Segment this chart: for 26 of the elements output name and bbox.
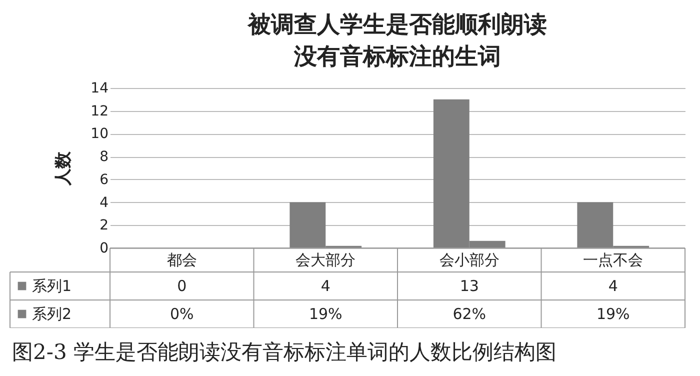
x-tick-label: 都会: [166, 251, 197, 269]
y-tick-label: 14: [90, 80, 109, 96]
y-tick-label: 6: [100, 172, 109, 188]
legend-label: 系列1: [32, 277, 72, 295]
data-label: 62%: [452, 305, 486, 323]
data-label: 0%: [170, 305, 194, 323]
data-label: 19%: [596, 305, 630, 323]
text: 没有音标标注的生词: [294, 44, 501, 70]
y-tick-label: 12: [90, 103, 108, 120]
data-label: 4: [608, 277, 618, 295]
y-axis-title: 人数: [54, 150, 74, 186]
data-label: 19%: [308, 305, 342, 323]
x-tick-label: 一点不会: [583, 251, 644, 269]
y-tick-label: 8: [100, 149, 108, 166]
y-tick-label: 4: [100, 194, 109, 211]
x-tick-label: 会大部分: [296, 251, 356, 269]
data-label: 13: [460, 277, 479, 295]
legend-label: 系列2: [32, 305, 72, 323]
x-tick-label: 会小部分: [439, 251, 500, 269]
text: 被调查人学生是否能顺利朗读: [248, 12, 547, 38]
data-label: 4: [320, 277, 330, 295]
caption: 图2-3 学生是否能朗读没有音标标注单词的人数比例结构图: [12, 339, 556, 366]
y-tick-label: 0: [100, 240, 108, 256]
data-label: 0: [177, 277, 187, 295]
y-tick-label: 10: [90, 126, 108, 142]
y-tick-label: 2: [100, 218, 108, 234]
